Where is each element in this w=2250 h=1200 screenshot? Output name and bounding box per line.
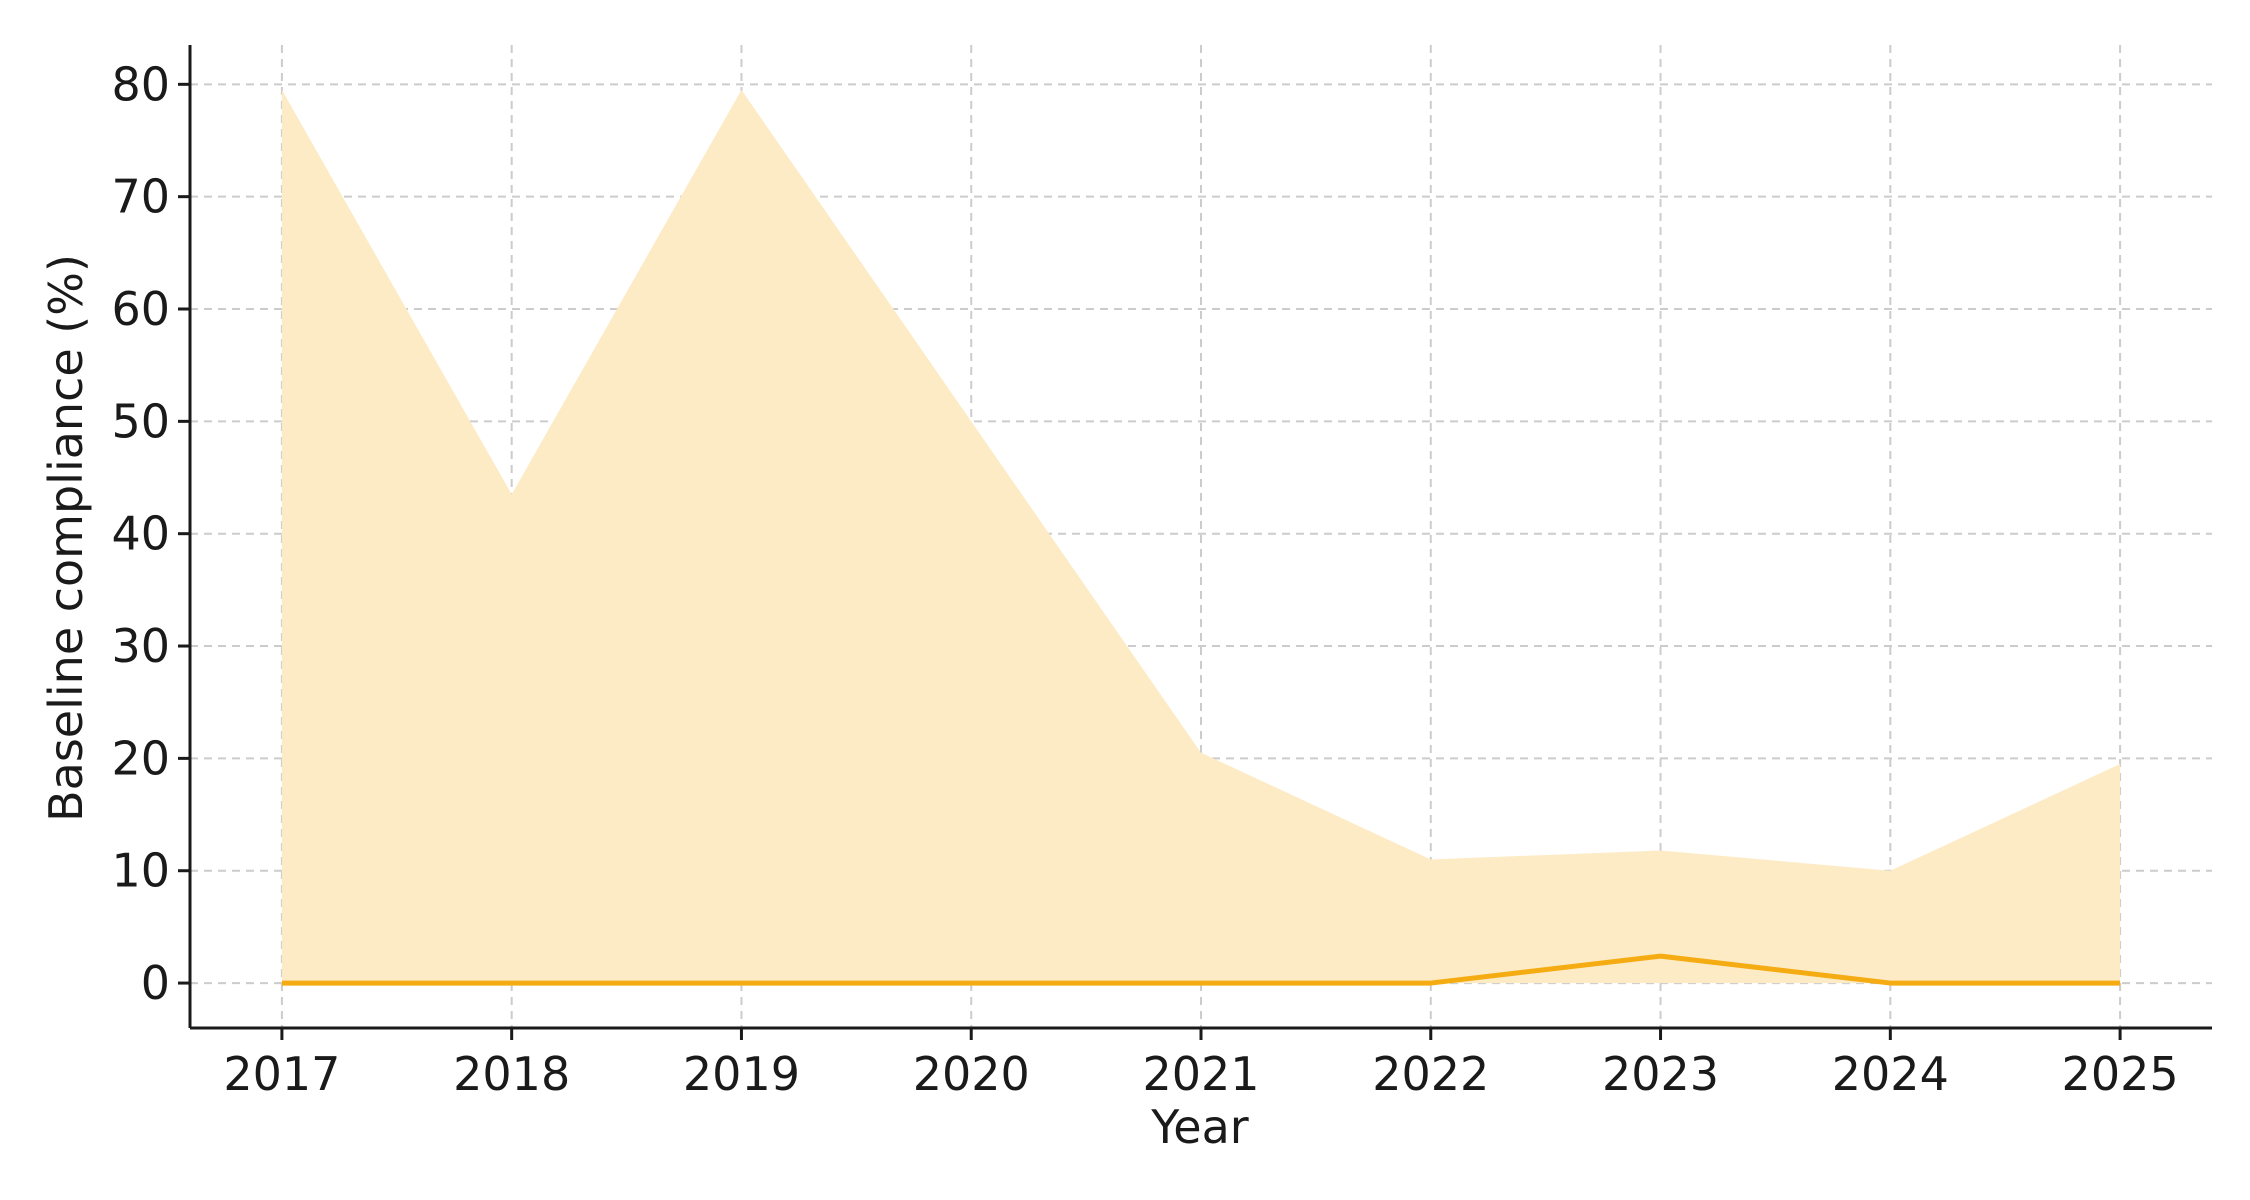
y-tick-label: 0 (141, 956, 170, 1010)
y-tick-label: 60 (111, 282, 170, 336)
y-tick-label: 40 (111, 507, 170, 561)
x-tick-label: 2024 (1832, 1047, 1949, 1101)
x-tick-label: 2021 (1142, 1047, 1259, 1101)
y-tick-label: 50 (111, 394, 170, 448)
x-tick-label: 2020 (913, 1047, 1030, 1101)
y-axis-title: Baseline compliance (%) (39, 254, 93, 822)
x-tick-label: 2022 (1372, 1047, 1489, 1101)
x-tick-label: 2019 (683, 1047, 800, 1101)
plot-area (281, 89, 2121, 986)
axes (178, 45, 2212, 1040)
range-band-area (281, 89, 2121, 984)
y-tick-label: 20 (111, 731, 170, 785)
x-tick-label: 2025 (2062, 1047, 2179, 1101)
y-tick-label: 10 (111, 844, 170, 898)
y-tick-label: 70 (111, 170, 170, 224)
tick-labels: 2017 2018 2019 2020 2021 2022 2023 2024 2025 0 10 2… (111, 57, 2178, 1101)
series-line (281, 953, 2121, 986)
x-tick-label: 2018 (453, 1047, 570, 1101)
y-tick-label: 30 (111, 619, 170, 673)
x-tick-label: 2017 (223, 1047, 340, 1101)
y-tick-label: 80 (111, 57, 170, 111)
x-axis-title: Year (1150, 1100, 1248, 1154)
x-tick-label: 2023 (1602, 1047, 1719, 1101)
